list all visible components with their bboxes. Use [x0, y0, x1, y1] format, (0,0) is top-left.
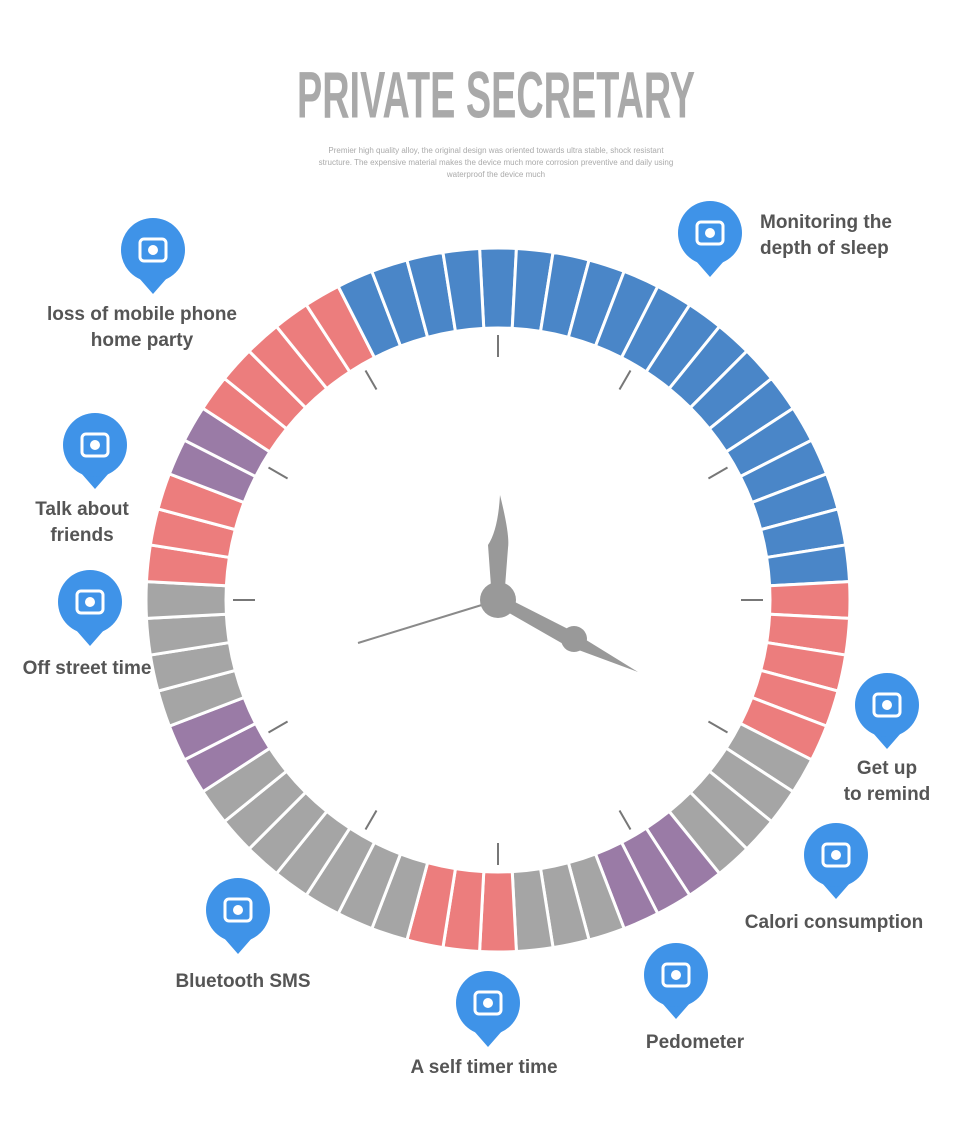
pin: [76, 630, 104, 646]
pin: [662, 1003, 690, 1019]
feature: Monitoring the depth of sleep: [678, 201, 892, 277]
feature: A self timer time: [410, 971, 558, 1078]
hour-tick: [618, 370, 632, 391]
feature: Talk about friends: [35, 413, 129, 546]
pin: [696, 261, 724, 277]
feature-label: to remind: [844, 784, 931, 805]
ring-segment: [768, 580, 852, 620]
title: PRIVATE SECRETARY: [297, 57, 695, 131]
pin-icon: [223, 897, 253, 923]
hour-tick: [364, 809, 378, 830]
pin-icon: [821, 842, 851, 868]
hour-tick: [268, 466, 289, 480]
feature: Calori consumption: [745, 823, 923, 933]
feature-label: home party: [91, 330, 194, 351]
center-hub: [480, 582, 516, 618]
pin-icon-dot: [671, 970, 681, 980]
pin-icon: [661, 962, 691, 988]
feature-label: depth of sleep: [760, 238, 889, 259]
feature-label: A self timer time: [410, 1057, 557, 1078]
pin-icon: [138, 237, 168, 263]
feature-label: Talk about: [35, 499, 129, 520]
feature-label: Get up: [857, 758, 917, 779]
pin: [822, 883, 850, 899]
pin-icon-dot: [483, 998, 493, 1008]
subtitle-line: Premier high quality alloy, the original…: [328, 146, 664, 155]
feature: Bluetooth SMS: [175, 878, 311, 992]
ring-segment: [441, 246, 486, 334]
pin-icon: [80, 432, 110, 458]
feature-label: Pedometer: [646, 1032, 745, 1053]
feature-label: friends: [50, 525, 113, 546]
subtitle-line: structure. The expensive material makes …: [319, 158, 674, 167]
subtitle-line: waterproof the device much: [446, 170, 545, 179]
clock-face: [233, 335, 763, 865]
feature-label: loss of mobile phone: [47, 304, 237, 325]
ring-segment: [478, 870, 518, 954]
pin-icon-dot: [882, 700, 892, 710]
hour-hand: [488, 495, 509, 600]
pin-icon: [695, 220, 725, 246]
minute-hub: [561, 626, 587, 652]
hour-tick: [618, 809, 632, 830]
pin-icon-dot: [85, 597, 95, 607]
feature: Pedometer: [644, 943, 745, 1053]
hour-tick: [364, 370, 378, 391]
pin-icon-dot: [705, 228, 715, 238]
pin-icon-dot: [148, 245, 158, 255]
hour-tick: [268, 720, 289, 734]
pin: [139, 278, 167, 294]
ring-segment: [144, 580, 228, 620]
clock-ring: [144, 246, 852, 954]
pin: [81, 473, 109, 489]
pin: [224, 938, 252, 954]
pin-icon: [473, 990, 503, 1016]
feature-label: Monitoring the: [760, 212, 892, 233]
pin-icon: [75, 589, 105, 615]
pin: [873, 733, 901, 749]
feature: Off street time: [23, 570, 152, 679]
feature: loss of mobile phone home party: [47, 218, 237, 351]
pin-icon-dot: [831, 850, 841, 860]
pin-icon-dot: [90, 440, 100, 450]
feature-label: Calori consumption: [745, 912, 923, 933]
features: loss of mobile phone home party Talk about…: [23, 201, 931, 1078]
ring-segment: [478, 246, 518, 330]
hour-tick: [707, 720, 728, 734]
pin: [474, 1031, 502, 1047]
feature: Get up to remind: [844, 673, 931, 805]
hour-tick: [707, 466, 728, 480]
feature-label: Off street time: [23, 658, 152, 679]
feature-label: Bluetooth SMS: [175, 971, 310, 992]
second-hand: [357, 599, 499, 644]
pin-icon-dot: [233, 905, 243, 915]
pin-icon: [872, 692, 902, 718]
